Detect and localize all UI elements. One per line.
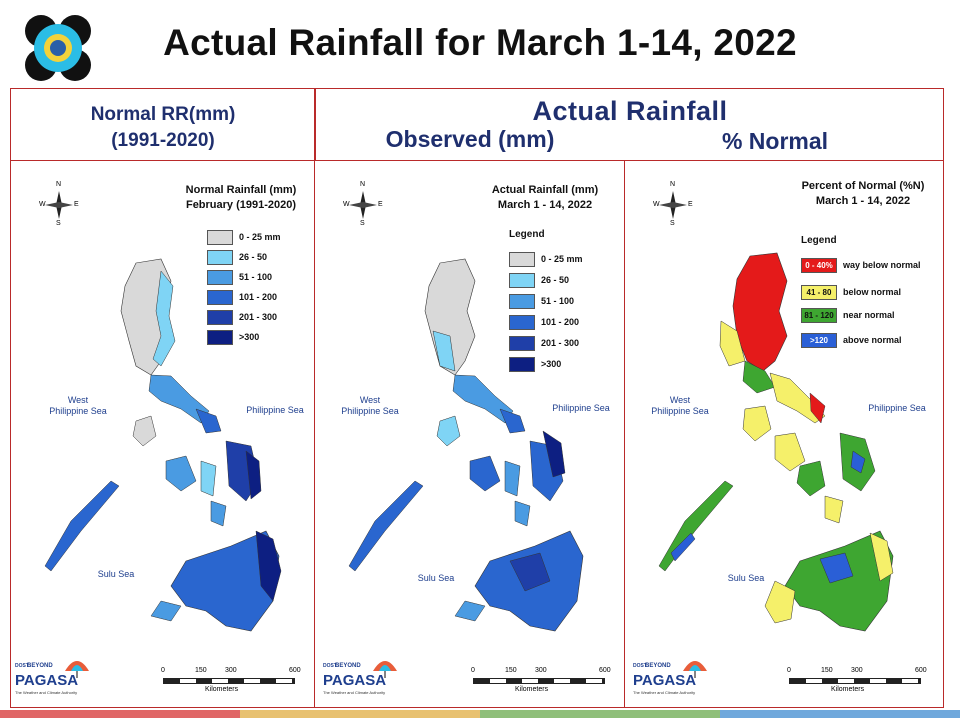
percent-normal-map — [658, 252, 894, 632]
header-actual-title: Actual Rainfall — [532, 96, 728, 126]
header-normal-line2: (1991-2020) — [111, 130, 215, 151]
legend-row: >300 — [207, 329, 259, 345]
legend-row: 26 - 50 — [509, 272, 569, 288]
percent-map-title-2: March 1 - 14, 2022 — [815, 195, 911, 207]
pagasa-logo: DOST BEYOND PAGASA The Weather and Clima… — [323, 661, 403, 703]
legend-row: 26 - 50 — [207, 249, 267, 265]
compass-icon — [659, 191, 687, 219]
compass-s: S — [360, 220, 365, 227]
pagasa-logo: DOST BEYOND PAGASA The Weather and Clima… — [15, 661, 95, 703]
actual-rainfall-map — [348, 258, 584, 632]
compass-icon — [349, 191, 377, 219]
compass-s: S — [56, 220, 61, 227]
umbrella-icon — [65, 661, 89, 678]
map-panel-actual: N S W E Actual Rainfall (mm) March 1 - 1… — [314, 160, 626, 708]
compass-w: W — [653, 201, 660, 208]
sulu-sea-label: Sulu Sea — [727, 573, 765, 583]
sulu-sea-label: Sulu Sea — [417, 573, 455, 583]
east-sea-label: Philippine Sea — [246, 405, 304, 415]
legend-row: >120 above normal — [801, 332, 902, 348]
normal-map-title-2: February (1991-2020) — [185, 199, 297, 211]
umbrella-icon — [373, 661, 397, 678]
compass-e: E — [378, 201, 383, 208]
compass-rose-actual: N S W E — [343, 181, 383, 231]
page-title: Actual Rainfall for March 1-14, 2022 — [163, 22, 797, 63]
legend-row: >300 — [509, 356, 561, 372]
stripe-green — [480, 710, 720, 718]
header-normal-line1: Normal RR(mm) — [90, 104, 236, 125]
legend-row: 0 - 40% way below normal — [801, 257, 921, 273]
compass-rose-percent: N S W E — [653, 181, 693, 231]
umbrella-icon — [683, 661, 707, 678]
west-sea-label: West Philippine Sea — [651, 395, 709, 416]
pagasa-seal-logo — [24, 14, 92, 82]
map-panel-normal: N S W E Normal Rainfall (mm) February (1… — [10, 160, 316, 708]
header-observed: Observed (mm) — [385, 126, 555, 152]
legend-row: 201 - 300 — [207, 309, 277, 325]
compass-e: E — [74, 201, 79, 208]
map-panel-percent: N S W E Percent of Normal (%N) March 1 -… — [624, 160, 944, 708]
legend-row: 101 - 200 — [207, 289, 277, 305]
actual-map-title-1: Actual Rainfall (mm) — [491, 184, 599, 196]
east-sea-label: Philippine Sea — [868, 403, 926, 413]
east-sea-label: Philippine Sea — [552, 403, 610, 413]
compass-n: N — [670, 181, 676, 188]
actual-legend-title: Legend — [509, 229, 545, 240]
compass-e: E — [688, 201, 693, 208]
compass-icon — [45, 191, 73, 219]
scale-bar-actual: 0 150 300 600 Kilometers — [471, 667, 611, 693]
compass-rose-normal: N S W E — [39, 181, 79, 231]
west-sea-label: West Philippine Sea — [49, 395, 107, 416]
stripe-yellow — [240, 710, 480, 718]
legend-row: 81 - 120 near normal — [801, 307, 895, 323]
west-sea-label: West Philippine Sea — [341, 395, 399, 416]
bottom-color-stripe — [0, 710, 960, 718]
legend-row: 51 - 100 — [509, 293, 574, 309]
legend-row: 0 - 25 mm — [509, 251, 583, 267]
scale-bar-percent: 0 150 300 600 Kilometers — [787, 667, 927, 693]
scale-bar-normal: 0 150 300 600 Kilometers — [161, 667, 301, 693]
legend-row: 51 - 100 — [207, 269, 272, 285]
stripe-red — [0, 710, 240, 718]
percent-map-title-1: Percent of Normal (%N) — [801, 180, 925, 192]
compass-n: N — [56, 181, 62, 188]
compass-s: S — [670, 220, 675, 227]
pagasa-logo: DOST BEYOND PAGASA The Weather and Clima… — [633, 661, 713, 703]
normal-rainfall-map — [44, 258, 282, 632]
stripe-blue — [720, 710, 960, 718]
legend-row: 201 - 300 — [509, 335, 579, 351]
compass-w: W — [343, 201, 350, 208]
legend-row: 41 - 80 below normal — [801, 284, 901, 300]
sulu-sea-label: Sulu Sea — [97, 569, 135, 579]
seal-icon — [25, 15, 91, 81]
percent-legend-title: Legend — [801, 235, 837, 246]
normal-map-title-1: Normal Rainfall (mm) — [185, 184, 297, 196]
legend-row: 0 - 25 mm — [207, 229, 281, 245]
header-percent-normal: % Normal — [721, 128, 829, 154]
actual-map-title-2: March 1 - 14, 2022 — [497, 199, 593, 211]
compass-n: N — [360, 181, 366, 188]
compass-w: W — [39, 201, 46, 208]
legend-row: 101 - 200 — [509, 314, 579, 330]
